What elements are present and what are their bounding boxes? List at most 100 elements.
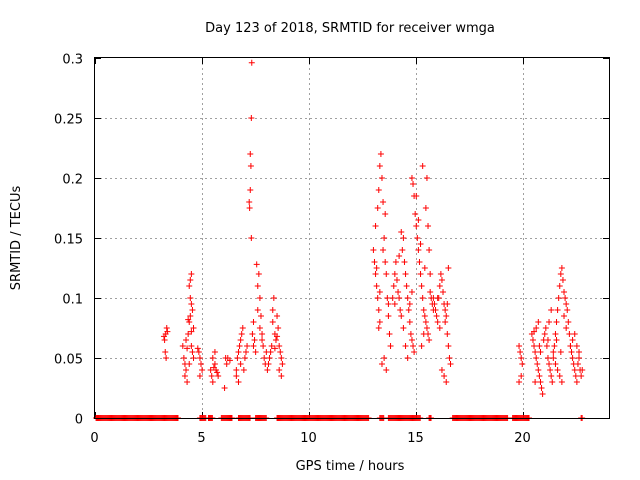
data-point xyxy=(406,301,413,307)
data-point xyxy=(375,307,382,313)
data-point xyxy=(427,271,434,277)
data-point xyxy=(412,211,419,217)
data-point xyxy=(447,361,454,367)
chart-title: Day 123 of 2018, SRMTID for receiver wmg… xyxy=(205,21,495,36)
data-point xyxy=(195,349,202,355)
data-point xyxy=(187,295,194,301)
data-point xyxy=(378,175,385,181)
data-point xyxy=(376,319,383,325)
data-point xyxy=(226,357,233,364)
data-point xyxy=(267,349,274,355)
data-point xyxy=(163,355,170,361)
data-point xyxy=(407,331,414,337)
data-point xyxy=(563,325,570,331)
data-point xyxy=(440,289,447,295)
data-point xyxy=(274,313,281,319)
data-point xyxy=(160,333,167,340)
x-tick-label: 15 xyxy=(407,431,424,446)
data-point xyxy=(555,295,562,301)
x-tick-label: 20 xyxy=(514,431,531,446)
data-point xyxy=(240,367,247,373)
data-point xyxy=(569,355,576,361)
y-tick-label: 0 xyxy=(75,413,83,428)
y-tick-label: 0.1 xyxy=(62,293,83,308)
data-point xyxy=(278,373,285,379)
data-point xyxy=(532,379,539,385)
data-point xyxy=(374,295,381,301)
data-point xyxy=(553,319,560,325)
data-point xyxy=(543,343,550,349)
data-point xyxy=(190,355,197,361)
data-point xyxy=(535,319,542,325)
data-point xyxy=(237,337,244,343)
data-point xyxy=(549,379,556,385)
data-point xyxy=(541,331,548,337)
data-point xyxy=(246,205,253,211)
data-point xyxy=(382,259,389,265)
data-point xyxy=(554,307,561,313)
data-point xyxy=(233,367,240,373)
data-point xyxy=(427,289,434,295)
y-tick-label: 0.2 xyxy=(62,173,83,188)
data-point xyxy=(264,367,271,373)
data-point xyxy=(253,261,260,268)
data-point xyxy=(444,301,451,307)
data-point xyxy=(234,355,241,361)
data-point xyxy=(552,331,559,337)
data-point xyxy=(257,313,264,319)
data-point xyxy=(215,373,222,379)
data-point xyxy=(376,163,383,169)
data-point xyxy=(400,325,407,331)
data-point xyxy=(405,307,412,313)
data-point xyxy=(250,319,257,325)
data-point xyxy=(544,355,551,361)
data-point xyxy=(250,343,257,349)
data-point xyxy=(443,379,450,385)
data-point xyxy=(434,319,441,325)
data-point xyxy=(402,271,409,277)
data-point xyxy=(557,271,564,277)
data-point xyxy=(442,307,449,313)
data-point xyxy=(278,355,285,361)
data-point xyxy=(398,313,405,319)
data-point xyxy=(398,229,405,235)
data-point xyxy=(373,265,380,271)
data-point xyxy=(389,295,396,301)
data-point xyxy=(384,295,391,301)
data-point xyxy=(544,337,551,343)
data-point xyxy=(445,343,452,349)
data-point xyxy=(268,343,275,349)
x-tick-label: 0 xyxy=(90,431,98,446)
data-point xyxy=(437,271,444,277)
data-points xyxy=(93,59,586,421)
tick-labels: 0 0.05 0.1 0.15 0.2 0.25 0.3 0 5 10 15 20 xyxy=(54,53,531,447)
data-point xyxy=(551,343,558,349)
data-point xyxy=(516,343,523,349)
data-point xyxy=(434,295,441,301)
data-point xyxy=(372,223,379,229)
data-point xyxy=(185,331,192,337)
data-point xyxy=(235,379,242,385)
data-point xyxy=(209,379,216,385)
data-point xyxy=(537,379,544,385)
data-point xyxy=(558,265,565,271)
data-point xyxy=(569,337,576,343)
data-point xyxy=(542,325,549,331)
data-point xyxy=(416,259,423,265)
data-point xyxy=(576,349,583,355)
data-point xyxy=(265,361,272,367)
data-point xyxy=(417,271,424,277)
data-point xyxy=(552,361,559,367)
data-point xyxy=(534,361,541,367)
data-point xyxy=(578,373,585,379)
data-point xyxy=(276,367,283,373)
data-point xyxy=(244,343,251,349)
data-point xyxy=(536,373,543,379)
data-point xyxy=(272,337,279,343)
data-point xyxy=(373,283,380,289)
data-point xyxy=(408,175,415,181)
data-point xyxy=(420,331,427,337)
data-point xyxy=(518,355,525,361)
y-axis-title: SRMTID / TECUs xyxy=(9,186,24,291)
data-point xyxy=(516,379,523,385)
